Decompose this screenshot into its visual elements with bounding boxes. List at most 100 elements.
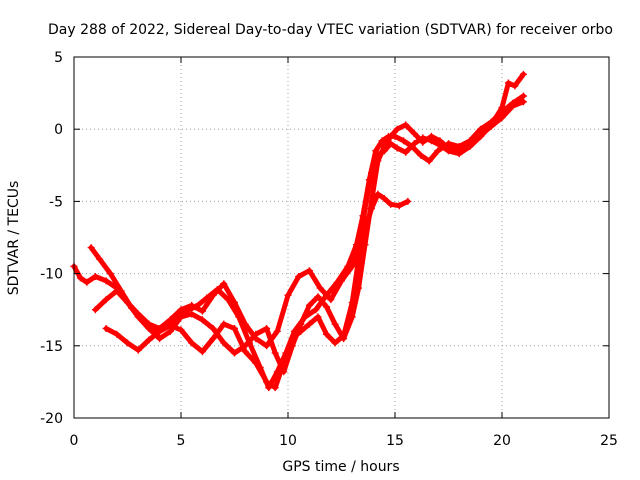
data-point — [188, 310, 196, 318]
series-line — [88, 93, 526, 391]
data-point — [498, 104, 506, 112]
data-point — [402, 148, 410, 156]
x-tick-label: 0 — [70, 433, 79, 449]
data-point — [367, 169, 375, 177]
data-point — [134, 346, 142, 354]
data-point — [241, 348, 249, 356]
data-point — [220, 339, 228, 347]
data-point — [417, 151, 425, 159]
series-2 — [87, 92, 527, 392]
data-point — [387, 140, 395, 148]
data-point — [445, 147, 452, 155]
data-point — [145, 336, 153, 344]
data-point — [404, 197, 412, 205]
data-point — [410, 130, 418, 138]
data-point — [333, 278, 341, 286]
data-point — [305, 320, 313, 328]
series-4 — [102, 70, 527, 392]
y-axis-label: SDTVAR / TECUs — [6, 181, 22, 296]
data-point — [331, 339, 339, 347]
data-point — [235, 313, 243, 321]
data-point — [192, 303, 200, 311]
data-point — [323, 303, 331, 311]
data-point — [393, 125, 401, 133]
data-point — [91, 306, 99, 314]
y-tick-label: -5 — [49, 194, 63, 210]
data-point — [198, 316, 206, 324]
data-point — [372, 147, 380, 155]
data-point — [323, 330, 331, 338]
data-point — [519, 98, 527, 106]
x-tick-label: 5 — [177, 433, 186, 449]
data-point — [91, 272, 99, 280]
data-point — [344, 262, 352, 270]
data-point — [224, 296, 232, 304]
data-point — [124, 298, 131, 306]
data-point — [271, 384, 279, 392]
data-point — [271, 349, 279, 357]
grid — [74, 57, 609, 418]
data-point — [425, 157, 433, 165]
data-point — [436, 141, 444, 149]
data-point — [145, 324, 153, 332]
data-point — [380, 195, 388, 203]
data-point — [280, 359, 288, 367]
data-point — [395, 202, 403, 210]
chart-title: Day 288 of 2022, Sidereal Day-to-day VTE… — [48, 22, 613, 38]
x-ticks: 0 5 10 15 20 25 — [70, 57, 618, 449]
data-point — [113, 330, 121, 338]
data-point — [487, 121, 495, 129]
data-point — [374, 151, 382, 159]
data-point — [387, 132, 395, 140]
y-tick-label: 0 — [54, 122, 63, 138]
data-point — [295, 272, 303, 280]
data-point — [106, 270, 114, 278]
data-point — [427, 137, 435, 145]
data-point — [220, 320, 228, 328]
data-point — [177, 326, 185, 334]
data-point — [323, 291, 331, 299]
data-point — [209, 324, 217, 332]
data-point — [455, 150, 463, 158]
data-point — [419, 134, 427, 142]
data-point — [288, 335, 296, 343]
y-ticks: -20 -15 -10 -5 0 5 — [40, 50, 609, 427]
data-point — [331, 320, 339, 328]
data-point — [402, 121, 410, 129]
data-point — [177, 313, 185, 321]
data-point — [504, 79, 512, 87]
data-point — [198, 348, 206, 356]
data-point — [166, 322, 174, 330]
data-point — [203, 294, 211, 302]
data-point — [102, 296, 110, 304]
data-point — [314, 313, 322, 321]
data-point — [188, 339, 196, 347]
data-point — [83, 278, 91, 286]
series-line — [103, 71, 526, 391]
data-point — [134, 313, 142, 321]
data-point — [374, 190, 382, 198]
data-point — [209, 335, 217, 343]
data-point — [477, 132, 485, 140]
data-point — [263, 342, 271, 350]
data-point — [511, 82, 519, 90]
x-tick-label: 10 — [279, 433, 297, 449]
y-tick-label: -15 — [40, 339, 63, 355]
data-point — [87, 244, 95, 252]
data-point — [102, 324, 110, 332]
data-point — [96, 255, 104, 263]
data-point — [156, 327, 164, 335]
data-point — [348, 298, 356, 306]
data-point — [519, 70, 527, 78]
data-point — [156, 335, 164, 343]
y-tick-label: -10 — [40, 267, 63, 283]
data-point — [434, 147, 442, 155]
data-point — [400, 137, 408, 145]
data-point — [113, 287, 121, 295]
data-point — [231, 324, 238, 332]
data-point — [263, 324, 271, 332]
data-point — [410, 140, 418, 148]
data-point — [76, 274, 84, 282]
data-point — [252, 359, 260, 367]
